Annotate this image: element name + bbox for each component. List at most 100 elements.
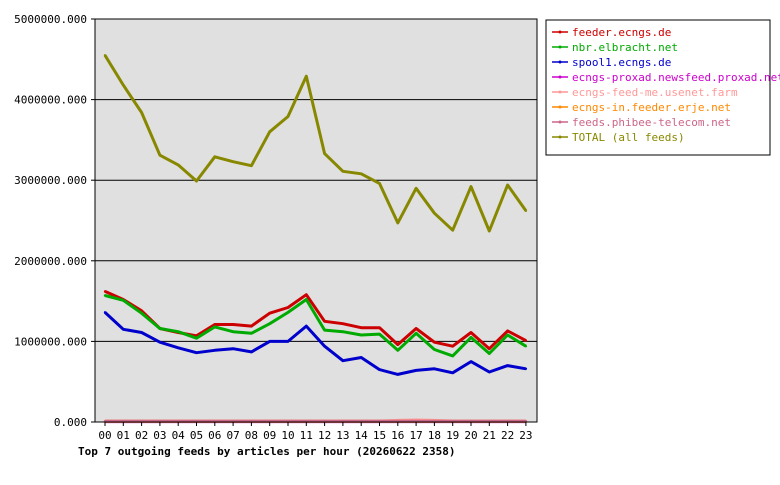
data-point [451,371,454,375]
x-tick-label: 05 [190,429,203,442]
data-point [414,327,418,330]
data-point [341,170,345,173]
data-point [524,345,528,348]
data-point [414,332,418,335]
data-point [250,350,253,354]
x-tick-label: 23 [519,429,532,442]
grid-layer [95,99,537,342]
data-point [341,330,345,333]
data-point [396,349,399,352]
data-point [360,356,363,359]
data-point [268,130,271,134]
data-point [433,348,436,351]
data-point [506,364,509,367]
data-point [488,229,491,233]
data-point [231,160,235,163]
data-point [323,328,326,332]
data-point [250,332,253,335]
data-point [103,290,107,293]
legend-marker [558,45,562,49]
x-tick-label: 12 [318,429,331,442]
data-point [378,182,381,185]
data-point [414,187,418,190]
x-tick-label: 02 [135,429,148,442]
data-point [268,322,271,325]
data-point [213,323,216,326]
data-point [506,329,509,333]
data-point [378,332,381,336]
data-point [360,333,363,337]
data-point [286,311,290,314]
data-point [213,349,216,352]
data-point [341,359,345,362]
data-point [140,111,143,114]
x-tick-label: 09 [263,429,276,442]
data-point [177,330,180,333]
legend-label: ecngs-in.feeder.erje.net [572,101,731,114]
x-tick-label: 18 [428,429,441,442]
data-point [378,326,381,329]
data-point [231,347,235,350]
x-tick-label: 16 [391,429,404,442]
series-line [103,311,527,376]
data-point [122,83,125,87]
x-tick-label: 13 [336,429,349,442]
data-point [305,324,308,328]
data-point [451,354,454,358]
data-point [396,373,399,376]
legend-label: ecngs-proxad.newsfeed.proxad.net [572,71,780,84]
data-point [103,311,107,314]
plot-frame [94,18,538,423]
data-point [451,228,454,232]
legend-label: nbr.elbracht.net [572,41,678,54]
legend-label: spool1.ecngs.de [572,56,671,69]
data-point [451,345,454,348]
data-point [268,340,271,343]
data-point [469,336,473,339]
x-tick-label: 00 [98,429,111,442]
data-point [488,352,491,355]
legend-label: feeder.ecngs.de [572,26,671,39]
y-tick-label: 1000000.000 [14,335,87,348]
data-point [524,209,528,213]
x-tick-label: 11 [300,429,313,442]
data-point [433,341,436,344]
x-tick-label: 07 [226,429,239,442]
data-point [177,346,180,350]
data-point [323,320,326,323]
data-point [268,311,271,315]
data-point [414,369,418,372]
legend-marker [558,105,562,109]
data-point [286,115,290,118]
data-point [103,54,107,57]
legend-marker [558,30,562,34]
data-point [469,185,473,188]
data-point [524,367,528,371]
legend-box [545,19,771,156]
data-point [488,347,491,350]
data-point [231,323,235,326]
data-point [140,331,143,334]
data-point [488,370,491,374]
data-point [360,326,363,329]
x-tick-label: 03 [153,429,166,442]
data-point [158,341,162,344]
data-point [396,343,399,346]
data-point [122,328,125,331]
data-point [396,221,399,225]
legend-label: feeds.phibee-telecom.net [572,116,731,129]
series-line [104,294,527,358]
y-tick-label: 0.000 [54,416,87,429]
data-point [250,324,253,328]
x-tick-label: 15 [373,429,386,442]
data-point [213,325,216,329]
x-tick-label: 20 [464,429,477,442]
data-point [195,351,198,354]
data-point [122,299,125,302]
data-point [506,333,509,337]
data-point [506,183,509,187]
y-tick-label: 2000000.000 [14,255,87,268]
data-point [213,155,216,159]
